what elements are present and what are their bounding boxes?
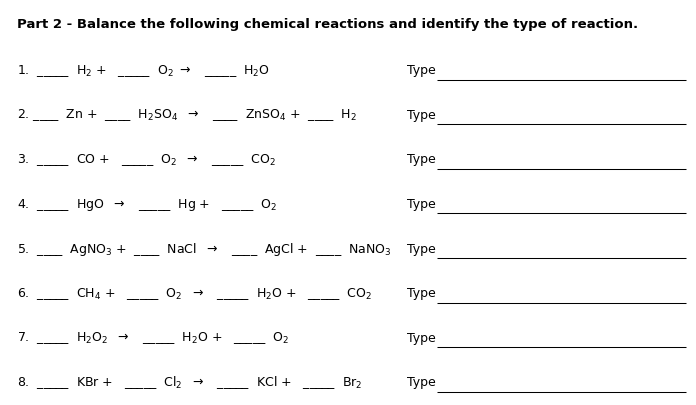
- Text: Type: Type: [407, 332, 436, 345]
- Text: 6.  _____  CH$_4$ +   _____  O$_2$  $\rightarrow$   _____  H$_2$O +   _____  CO$: 6. _____ CH$_4$ + _____ O$_2$ $\rightarr…: [17, 286, 372, 302]
- Text: Part 2 - Balance the following chemical reactions and identify the type of react: Part 2 - Balance the following chemical …: [17, 18, 638, 31]
- Text: 5.  ____  AgNO$_3$ +  ____  NaCl  $\rightarrow$   ____  AgCl +  ____  NaNO$_3$: 5. ____ AgNO$_3$ + ____ NaCl $\rightarro…: [17, 241, 392, 258]
- Text: 8.  _____  KBr +   _____  Cl$_2$  $\rightarrow$   _____  KCl +   _____  Br$_2$: 8. _____ KBr + _____ Cl$_2$ $\rightarrow…: [17, 374, 363, 391]
- Text: Type: Type: [407, 198, 436, 211]
- Text: Type: Type: [407, 243, 436, 256]
- Text: 2. ____  Zn +  ____  H$_2$SO$_4$  $\rightarrow$   ____  ZnSO$_4$ +  ____  H$_2$: 2. ____ Zn + ____ H$_2$SO$_4$ $\rightarr…: [17, 107, 357, 124]
- Text: 4.  _____  HgO  $\rightarrow$   _____  Hg +   _____  O$_2$: 4. _____ HgO $\rightarrow$ _____ Hg + __…: [17, 196, 278, 213]
- Text: Type: Type: [407, 153, 436, 166]
- Text: Type: Type: [407, 64, 436, 77]
- Text: 7.  _____  H$_2$O$_2$  $\rightarrow$   _____  H$_2$O +   _____  O$_2$: 7. _____ H$_2$O$_2$ $\rightarrow$ _____ …: [17, 330, 290, 346]
- Text: Type: Type: [407, 109, 436, 122]
- Text: Type: Type: [407, 376, 436, 389]
- Text: 1.  _____  H$_2$ +   _____  O$_2$ $\rightarrow$   _____  H$_2$O: 1. _____ H$_2$ + _____ O$_2$ $\rightarro…: [17, 63, 270, 79]
- Text: Type: Type: [407, 287, 436, 300]
- Text: 3.  _____  CO +   _____  O$_2$  $\rightarrow$   _____  CO$_2$: 3. _____ CO + _____ O$_2$ $\rightarrow$ …: [17, 152, 276, 168]
